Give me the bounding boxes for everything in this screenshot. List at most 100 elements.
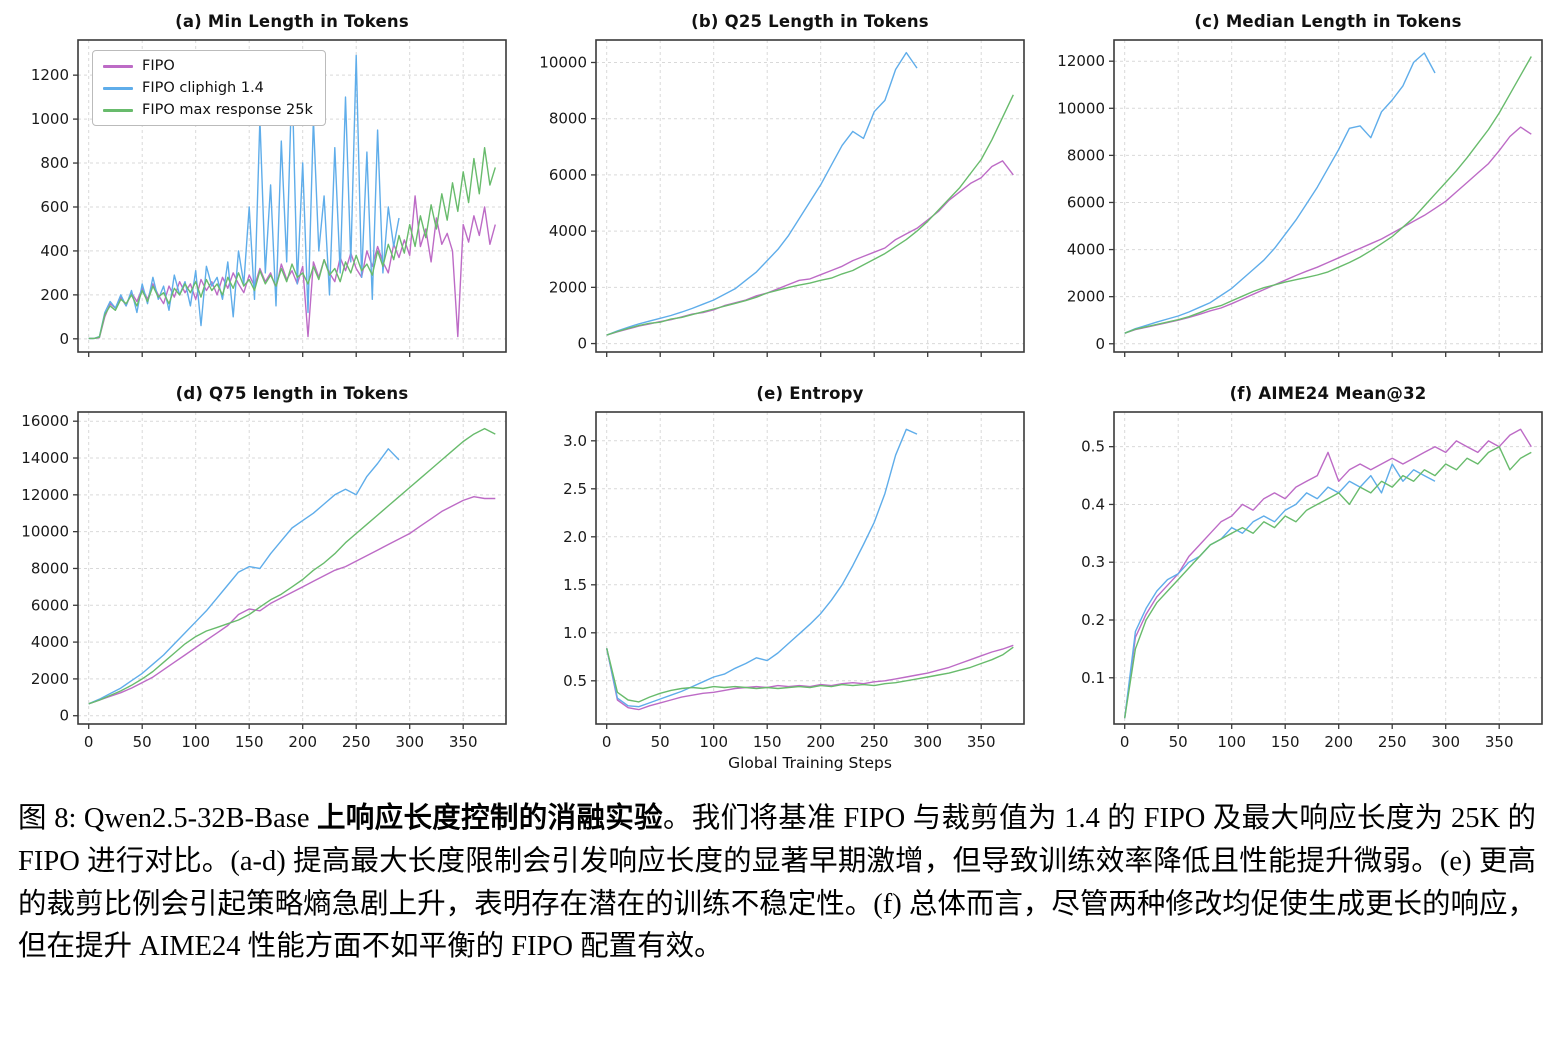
caption-bold-text: 上响应长度控制的消融实验 — [316, 803, 663, 834]
x-tick-label: 250 — [1378, 733, 1407, 751]
y-tick-label: 8000 — [549, 110, 587, 128]
series-line — [606, 644, 1014, 711]
y-tick-label: 0.5 — [563, 672, 587, 690]
axes-frame — [595, 39, 1025, 353]
chart-c-canvas: 0 2000 4000 6000 8000 10000 12000 — [1057, 39, 1543, 357]
caption-label-text: 图 8: Qwen2.5-32B-Base — [18, 803, 317, 834]
legend-entry-fipo: FIPO — [103, 58, 313, 74]
y-tick-label: 4000 — [1067, 241, 1105, 259]
subplot-e-entropy: (e) Entropy 0.5 1.0 1.5 2.0 2.5 3.0 0 50 100 150 2… — [518, 372, 1036, 776]
x-tick-label: 100 — [699, 733, 728, 751]
y-tick-label: 2000 — [549, 278, 587, 296]
x-tick-label: 250 — [342, 733, 371, 751]
y-tick-label: 2000 — [1067, 288, 1105, 306]
x-tick-label: 200 — [806, 733, 835, 751]
y-tick-label: 10000 — [21, 523, 69, 541]
x-tick-label: 300 — [395, 733, 424, 751]
legend-line-swatch — [103, 86, 133, 90]
chart-a-canvas: 0 200 400 600 800 1000 1200 — [31, 39, 507, 357]
x-tick-label: 250 — [860, 733, 889, 751]
x-axis-label: Global Training Steps — [728, 754, 892, 772]
y-tick-label: 800 — [40, 154, 69, 172]
legend-label: FIPO — [142, 58, 175, 74]
y-tick-label: 1000 — [31, 110, 69, 128]
x-tick-label: 200 — [1324, 733, 1353, 751]
x-tick-label: 50 — [651, 733, 670, 751]
series-line — [606, 428, 918, 708]
axes-frame — [1113, 411, 1543, 725]
y-tick-label: 6000 — [1067, 193, 1105, 211]
legend-line-swatch — [103, 64, 133, 68]
legend-entry-maxresponse: FIPO max response 25k — [103, 102, 313, 118]
subplot-c-title: (c) Median Length in Tokens — [1194, 12, 1462, 31]
legend-label: FIPO cliphigh 1.4 — [142, 80, 264, 96]
y-tick-label: 6000 — [31, 596, 69, 614]
y-tick-label: 0 — [59, 707, 69, 725]
chart-d-canvas: 0 2000 4000 6000 8000 10000 12000 14000 16000 0 50… — [21, 411, 507, 751]
series-line — [88, 146, 496, 340]
y-tick-label: 12000 — [1057, 52, 1105, 70]
y-tick-label: 6000 — [549, 166, 587, 184]
x-tick-label: 150 — [1271, 733, 1300, 751]
x-tick-label: 50 — [133, 733, 152, 751]
x-tick-label: 50 — [1169, 733, 1188, 751]
y-tick-label: 200 — [40, 286, 69, 304]
x-tick-label: 0 — [1120, 733, 1130, 751]
y-tick-label: 0 — [577, 335, 587, 353]
y-tick-label: 14000 — [21, 449, 69, 467]
axes-frame — [77, 39, 507, 353]
x-tick-label: 100 — [1217, 733, 1246, 751]
series-line — [606, 160, 1014, 336]
series-line — [1124, 126, 1532, 334]
legend-line-swatch — [103, 108, 133, 112]
y-tick-label: 8000 — [31, 559, 69, 577]
subplot-e-title: (e) Entropy — [756, 384, 864, 403]
legend: FIPO FIPO cliphigh 1.4 FIPO max response… — [92, 50, 326, 126]
series-line — [606, 646, 1014, 703]
figure-caption: 图 8: Qwen2.5-32B-Base 上响应长度控制的消融实验。我们将基准… — [18, 798, 1536, 969]
series-line — [88, 495, 496, 705]
y-tick-label: 8000 — [1067, 146, 1105, 164]
y-tick-label: 2.0 — [563, 528, 587, 546]
series-line — [606, 51, 918, 336]
series-line — [1124, 446, 1532, 719]
y-tick-label: 2000 — [31, 670, 69, 688]
y-tick-label: 0.3 — [1081, 553, 1105, 571]
y-tick-label: 16000 — [21, 412, 69, 430]
y-tick-label: 0.5 — [1081, 438, 1105, 456]
x-tick-label: 0 — [602, 733, 612, 751]
y-tick-label: 1200 — [31, 66, 69, 84]
subplot-f-aime24: (f) AIME24 Mean@32 0.1 0.2 0.3 0.4 0.5 0 50 100… — [1036, 372, 1554, 776]
x-tick-label: 350 — [449, 733, 478, 751]
subplot-d-title: (d) Q75 length in Tokens — [175, 384, 409, 403]
series-line — [88, 427, 496, 705]
series-line — [1124, 52, 1436, 334]
y-tick-label: 10000 — [539, 53, 587, 71]
y-tick-label: 10000 — [1057, 99, 1105, 117]
series-line — [88, 54, 400, 340]
y-tick-label: 1.0 — [563, 624, 587, 642]
legend-entry-cliphigh: FIPO cliphigh 1.4 — [103, 80, 313, 96]
y-tick-label: 600 — [40, 198, 69, 216]
x-tick-label: 300 — [913, 733, 942, 751]
y-tick-label: 0.2 — [1081, 611, 1105, 629]
y-tick-label: 4000 — [549, 222, 587, 240]
y-tick-label: 0 — [1095, 335, 1105, 353]
y-tick-label: 4000 — [31, 633, 69, 651]
series-line — [606, 94, 1014, 336]
y-tick-label: 400 — [40, 242, 69, 260]
y-tick-label: 3.0 — [563, 432, 587, 450]
x-tick-label: 150 — [753, 733, 782, 751]
y-tick-label: 1.5 — [563, 576, 587, 594]
series-line — [1124, 463, 1436, 719]
subplot-b-title: (b) Q25 Length in Tokens — [691, 12, 929, 31]
y-tick-label: 2.5 — [563, 480, 587, 498]
chart-b-canvas: 0 2000 4000 6000 8000 10000 — [539, 39, 1025, 357]
axes-frame — [1113, 39, 1543, 353]
x-tick-label: 350 — [967, 733, 996, 751]
x-tick-label: 200 — [288, 733, 317, 751]
chart-e-canvas: 0.5 1.0 1.5 2.0 2.5 3.0 0 50 100 150 200 250 300 350 — [563, 411, 1025, 751]
series-line — [1124, 56, 1532, 334]
series-line — [1124, 428, 1532, 719]
